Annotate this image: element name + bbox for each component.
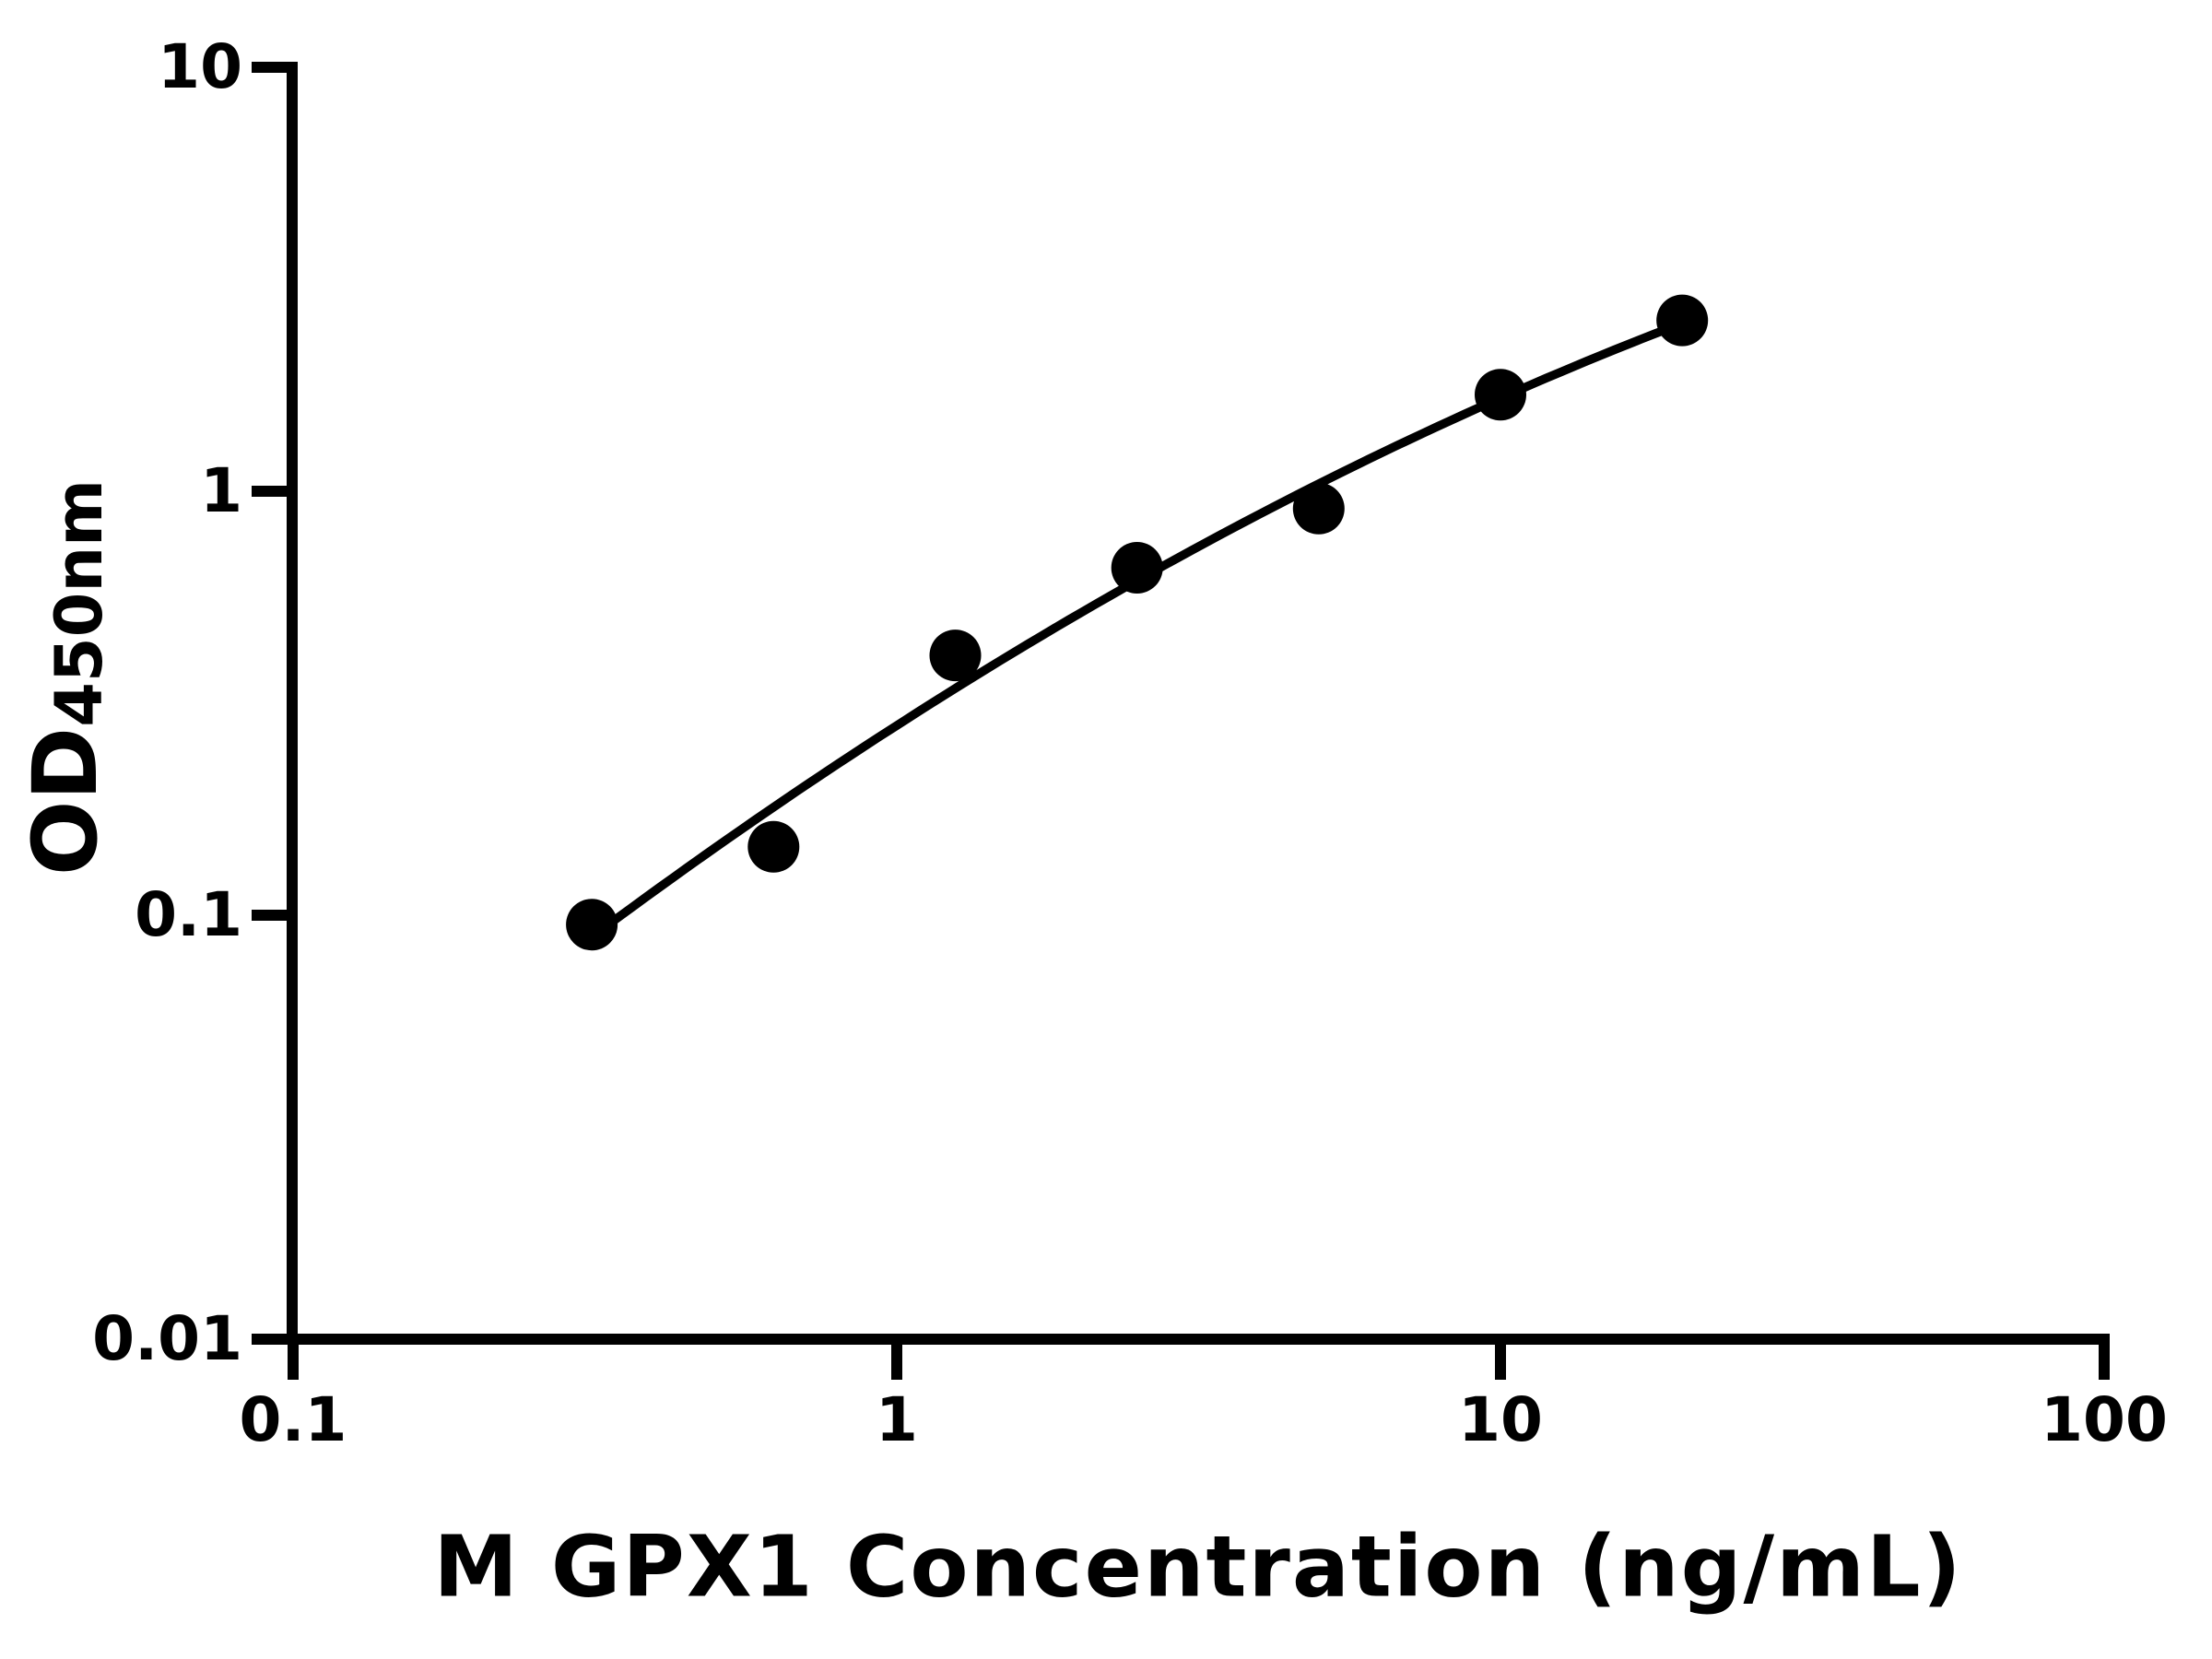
data-point-marker — [929, 629, 982, 682]
x-axis-label: M GPX1 Concentration (ng/mL) — [433, 1517, 1963, 1617]
data-point-marker — [747, 820, 800, 873]
y-tick-label-0.1: 0.1 — [135, 879, 242, 950]
y-axis-label-subscript: 450nm — [41, 478, 117, 727]
y-tick-label-10: 10 — [158, 31, 242, 102]
data-points — [566, 294, 1709, 951]
x-tick-label-100: 100 — [2041, 1384, 2168, 1455]
data-point-marker — [566, 899, 618, 951]
data-point-marker — [1475, 369, 1526, 421]
data-point-marker — [1656, 294, 1709, 347]
x-tick-label-10: 10 — [1458, 1384, 1543, 1455]
y-axis-label: OD450nm — [14, 479, 117, 876]
tick-marks — [252, 62, 2110, 1380]
data-point-marker — [1292, 482, 1345, 535]
y-tick-label-1: 1 — [200, 455, 242, 526]
y-axis-label-main: OD — [14, 726, 117, 877]
y-tick-label-0.01: 0.01 — [92, 1303, 242, 1374]
data-point-marker — [1111, 542, 1163, 594]
x-tick-label-0.1: 0.1 — [239, 1384, 347, 1455]
x-tick-label-1: 1 — [876, 1384, 918, 1455]
